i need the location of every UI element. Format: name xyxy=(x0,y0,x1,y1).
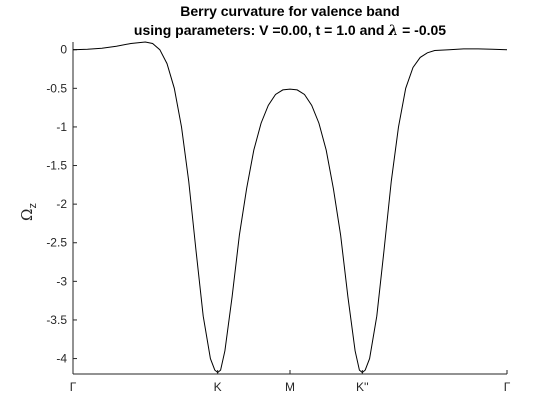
x-tick-label: K xyxy=(214,380,222,394)
subtitle-suffix: = -0.05 xyxy=(398,22,446,38)
x-tick-label: M xyxy=(285,380,295,394)
y-axis-label-main: Ω xyxy=(18,209,36,221)
subtitle-prefix: using parameters: V =0.00, t = 1.0 and xyxy=(134,22,388,38)
y-tick-label: -1.5 xyxy=(46,159,67,173)
chart-title: Berry curvature for valence band xyxy=(180,3,399,19)
y-tick-label: -4 xyxy=(56,352,67,366)
y-tick-label: -1 xyxy=(56,120,67,134)
x-tick-label: K'' xyxy=(356,380,369,394)
y-tick-label: 0 xyxy=(60,43,67,57)
y-tick-label: -0.5 xyxy=(46,81,67,95)
x-tick-label: Γ xyxy=(504,380,511,394)
y-axis-label-sub: z xyxy=(27,203,39,209)
subtitle-lambda: λ xyxy=(387,23,398,39)
y-tick-label: -3.5 xyxy=(46,313,67,327)
svg-text:Ωz: Ωz xyxy=(18,203,39,221)
y-tick-label: -3 xyxy=(56,274,67,288)
y-tick-label: -2 xyxy=(56,197,67,211)
y-axis-label: Ωz xyxy=(18,203,39,221)
x-tick-label: Γ xyxy=(70,380,77,394)
series-line xyxy=(72,41,508,374)
y-tick-label: -2.5 xyxy=(46,236,67,250)
chart-subtitle: using parameters: V =0.00, t = 1.0 and λ… xyxy=(134,22,446,39)
plot-area: 0-0.5-1-1.5-2-2.5-3-3.5-4Γ K M K'' Γ xyxy=(46,41,511,394)
